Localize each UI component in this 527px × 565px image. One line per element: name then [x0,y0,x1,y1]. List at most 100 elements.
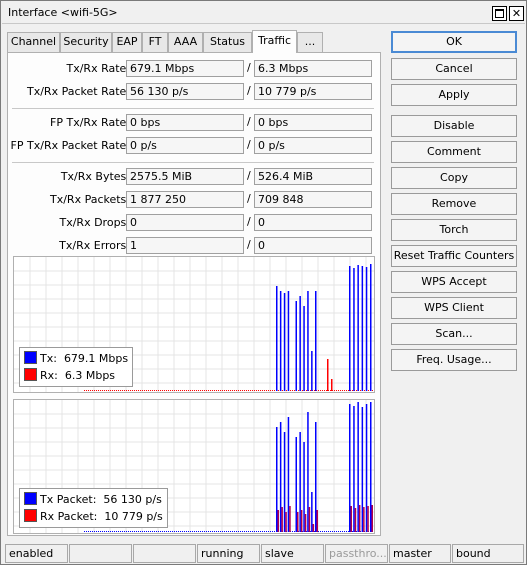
rx-errors-field: 0 [254,237,372,254]
legend-tx-label: Tx: [40,352,57,365]
tx-drops-field: 0 [126,214,244,231]
legend-tx: Tx: 679.1 Mbps [24,350,128,367]
freq-usage-button[interactable]: Freq. Usage... [391,349,517,371]
tx-bar [370,264,372,391]
rx-packet-bar [354,508,357,532]
rx-packet-bar [363,507,365,532]
comment-button[interactable]: Comment [391,141,517,163]
slash: / [247,169,251,182]
legend-tx-value: 679.1 Mbps [63,352,129,365]
rx-packet-bar [289,506,291,532]
tx-bar [361,266,364,391]
tx-bar [303,306,305,391]
rx-packet-bar [367,506,369,532]
fp-tx-rate-field: 0 bps [126,114,244,131]
txrx-rate-row: Tx/Rx Rate: 679.1 Mbps / 6.3 Mbps [8,60,382,77]
legend-rx-packet-value: 10 779 p/s [104,510,163,523]
packets-row: Tx/Rx Packets: 1 877 250 / 709 848 [8,191,382,208]
tab-more[interactable]: ... [297,32,323,52]
slash: / [247,84,251,97]
close-button[interactable]: ✕ [509,6,524,21]
disable-button[interactable]: Disable [391,115,517,137]
tx-packet-bar [353,406,355,532]
legend-tx-packet-value: 56 130 p/s [103,493,162,506]
tx-swatch [24,351,37,364]
tx-bar [279,291,282,391]
tab-aaa[interactable]: AAA [168,32,203,52]
legend-rx-value: 6.3 Mbps [64,369,116,382]
tx-packet-bar [303,442,305,532]
tab-status[interactable]: Status [203,32,252,52]
tx-packet-bar [357,402,359,532]
tx-packet-bar [283,432,286,532]
txrx-packet-rate-row: Tx/Rx Packet Rate: 56 130 p/s / 10 779 p… [8,83,382,100]
row-label: Tx/Rx Bytes: [60,170,130,183]
rx-packet-bar [281,507,283,532]
tx-bar [311,351,313,391]
tx-bar [365,267,368,391]
tx-bar [353,268,355,391]
row-label: FP Tx/Rx Packet Rate: [10,139,130,152]
tab-traffic[interactable]: Traffic [252,30,297,53]
row-label: Tx/Rx Drops: [59,216,131,229]
rx-packet-bar [300,510,303,532]
wps-accept-button[interactable]: WPS Accept [391,271,517,293]
rx-bar [327,359,329,391]
tx-bytes-field: 2575.5 MiB [126,168,244,185]
remove-button[interactable]: Remove [391,193,517,215]
tab-eap[interactable]: EAP [112,32,142,52]
rx-swatch [24,509,37,522]
tab-ft[interactable]: FT [142,32,168,52]
torch-button[interactable]: Torch [391,219,517,241]
tab-channel[interactable]: Channel [7,32,60,52]
fp-tx-packet-rate-field: 0 p/s [126,137,244,154]
rx-packet-bar [371,505,373,532]
slash: / [247,138,251,151]
row-label: Tx/Rx Packets: [49,193,130,206]
packet-graph: Tx Packet: 56 130 p/s Rx Packet: 10 779 … [13,399,375,534]
rx-packet-bar [312,524,315,532]
restore-button[interactable] [492,6,507,21]
fp-packet-rate-row: FP Tx/Rx Packet Rate: 0 p/s / 0 p/s [8,137,382,154]
cancel-button[interactable]: Cancel [391,58,517,80]
tx-bar [283,293,286,391]
status-passthrough: passthro... [325,544,388,563]
tx-packet-bar [311,492,313,532]
apply-button[interactable]: Apply [391,84,517,106]
tx-rate-field: 679.1 Mbps [126,60,244,77]
copy-button[interactable]: Copy [391,167,517,189]
tx-packet-bar [299,432,301,532]
scan-button[interactable]: Scan... [391,323,517,345]
tx-bar [315,291,317,391]
ok-button[interactable]: OK [391,31,517,53]
tx-bar [299,296,301,391]
tx-errors-field: 1 [126,237,244,254]
rx-packets-field: 709 848 [254,191,372,208]
wps-client-button[interactable]: WPS Client [391,297,517,319]
status-cell-empty [133,544,196,563]
status-enabled: enabled [5,544,68,563]
reset-traffic-counters-button[interactable]: Reset Traffic Counters [391,245,517,267]
separator-line [12,108,374,109]
tab-security[interactable]: Security [60,32,112,52]
slash: / [247,61,251,74]
separator-line [12,162,374,163]
row-label: Tx/Rx Rate: [66,62,130,75]
rx-rate-field: 6.3 Mbps [254,60,372,77]
rx-swatch [24,368,37,381]
title-bar[interactable]: Interface <wifi-5G> ✕ [2,2,525,24]
rx-packet-bar [358,505,361,532]
legend-tx-packet-label: Tx Packet: [40,493,97,506]
row-label: Tx/Rx Packet Rate: [27,85,130,98]
row-label: Tx/Rx Errors: [59,239,130,252]
fp-rx-packet-rate-field: 0 p/s [254,137,372,154]
legend-rx-label: Rx: [40,369,58,382]
tx-bar [276,286,278,391]
tx-packet-bar [295,437,297,532]
drops-row: Tx/Rx Drops: 0 / 0 [8,214,382,231]
status-slave: slave [261,544,324,563]
status-master: master [389,544,451,563]
tx-packet-bar [365,404,368,532]
rx-packet-bar [304,514,307,532]
window-title: Interface <wifi-5G> [8,6,118,19]
